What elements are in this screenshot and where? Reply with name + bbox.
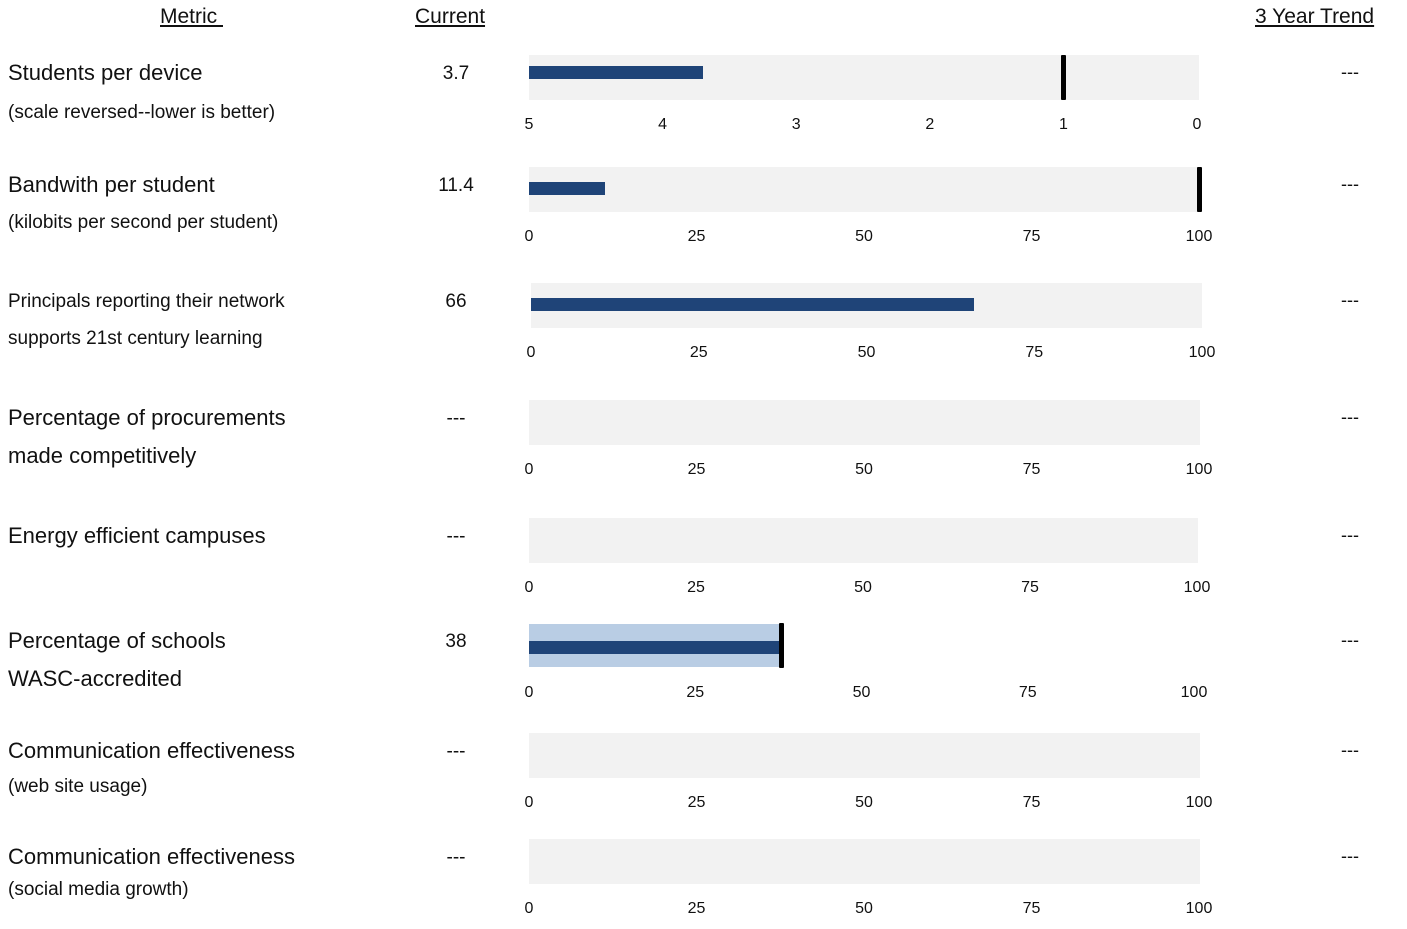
metric-label: Communication effectiveness — [8, 738, 295, 763]
plot-background — [529, 839, 1200, 884]
axis-tick-label: 50 — [854, 579, 872, 596]
target-marker — [1196, 167, 1202, 212]
metric-row: Principals reporting their network suppor… — [0, 283, 1407, 373]
metric-sublabel: (scale reversed--lower is better) — [8, 102, 276, 123]
trend-value: --- — [1341, 290, 1359, 310]
axis-tick-label: 100 — [1188, 344, 1216, 361]
current-value: 38 — [445, 631, 467, 652]
metric-label: Students per device — [8, 60, 203, 85]
axis-tick-label: 0 — [524, 900, 534, 917]
plot-background — [529, 518, 1198, 563]
axis-tick-label: 25 — [687, 900, 706, 917]
metric-label: Percentage of schools — [8, 628, 226, 653]
axis-tick-label: 75 — [1022, 900, 1041, 917]
axis-tick-label: 25 — [687, 228, 706, 245]
axis-tick-label: 0 — [524, 579, 534, 596]
metric-sublabel: WASC-accredited — [8, 666, 183, 691]
axis-tick-label: 75 — [1022, 461, 1041, 478]
axis-tick-label: 25 — [687, 461, 706, 478]
metric-label: Percentage of procurements — [8, 405, 286, 430]
current-value: --- — [446, 741, 466, 762]
metric-row: Percentage of schools WASC-accredited 38 --… — [0, 623, 1407, 713]
metric-label: Energy efficient campuses — [8, 523, 266, 548]
metric-label: Principals reporting their network — [8, 291, 285, 312]
trend-value: --- — [1341, 846, 1359, 866]
target-marker — [1060, 55, 1066, 100]
axis-tick-label: 25 — [687, 794, 706, 811]
current-value-bar — [529, 641, 782, 654]
current-value-bar — [529, 182, 606, 195]
axis-tick-label: 50 — [855, 794, 873, 811]
axis-tick-label: 50 — [855, 461, 873, 478]
plot-background — [529, 400, 1200, 445]
metric-sublabel: (kilobits per second per student) — [8, 212, 279, 233]
metric-row: Bandwith per student (kilobits per second… — [0, 167, 1407, 257]
axis-tick-label: 100 — [1185, 900, 1213, 917]
axis-tick-label: 50 — [855, 900, 873, 917]
axis-tick-label: 75 — [1025, 344, 1044, 361]
metric-sublabel: (social media growth) — [8, 879, 189, 900]
axis-tick-label: 100 — [1185, 461, 1213, 478]
axis-tick-label: 0 — [524, 228, 534, 245]
trend-value: --- — [1341, 407, 1359, 427]
axis-tick-label: 5 — [524, 116, 534, 133]
axis-tick-label: 0 — [524, 794, 534, 811]
current-column-header: Current — [415, 5, 486, 28]
metric-sublabel: supports 21st century learning — [8, 328, 263, 349]
current-value: 66 — [445, 291, 467, 312]
axis-tick-label: 75 — [1022, 794, 1041, 811]
axis-tick-label: 0 — [524, 461, 534, 478]
axis-tick-label: 0 — [526, 344, 536, 361]
current-value: 3.7 — [442, 63, 470, 84]
current-value: --- — [446, 408, 466, 429]
axis-tick-label: 75 — [1022, 228, 1041, 245]
plot-background — [529, 733, 1200, 778]
metric-row: Communication effectiveness (social media… — [0, 839, 1407, 929]
axis-tick-label: 50 — [855, 228, 873, 245]
metric-row: Communication effectiveness (web site usa… — [0, 733, 1407, 823]
current-value: 11.4 — [438, 175, 474, 196]
plot-background — [529, 167, 1199, 212]
metric-sublabel: made competitively — [8, 443, 197, 468]
axis-tick-label: 0 — [1192, 116, 1202, 133]
metric-label: Bandwith per student — [8, 172, 215, 197]
current-value: --- — [446, 847, 466, 868]
axis-tick-label: 75 — [1018, 684, 1037, 701]
axis-tick-label: 3 — [791, 116, 801, 133]
axis-tick-label: 0 — [524, 684, 534, 701]
trend-value: --- — [1341, 174, 1359, 194]
target-marker — [779, 623, 785, 668]
metric-row: Percentage of procurements made competiti… — [0, 400, 1407, 490]
metric-sublabel: (web site usage) — [8, 776, 148, 797]
metric-row: Students per device (scale reversed--lowe… — [0, 55, 1407, 145]
axis-tick-label: 100 — [1185, 228, 1213, 245]
axis-tick-label: 1 — [1058, 116, 1068, 133]
axis-tick-label: 25 — [687, 579, 705, 596]
axis-tick-label: 75 — [1021, 579, 1039, 596]
axis-tick-label: 100 — [1180, 684, 1208, 701]
axis-tick-label: 2 — [925, 116, 935, 133]
metric-column-header: Metric — [160, 5, 223, 28]
trend-value: --- — [1341, 740, 1359, 760]
current-value-bar — [531, 298, 974, 311]
trend-value: --- — [1341, 62, 1359, 82]
metric-label: Communication effectiveness — [8, 844, 295, 869]
trend-value: --- — [1341, 630, 1359, 650]
axis-tick-label: 50 — [857, 344, 876, 361]
current-value: --- — [446, 526, 466, 547]
metric-row: Energy efficient campuses --- --- 0 25 50 75 10… — [0, 518, 1407, 608]
axis-tick-label: 100 — [1183, 579, 1211, 596]
axis-tick-label: 25 — [686, 684, 705, 701]
trend-column-header: 3 Year Trend — [1255, 5, 1375, 28]
axis-tick-label: 4 — [658, 116, 668, 133]
axis-tick-label: 100 — [1185, 794, 1213, 811]
trend-value: --- — [1341, 525, 1359, 545]
axis-tick-label: 25 — [689, 344, 708, 361]
axis-tick-label: 50 — [852, 684, 871, 701]
current-value-bar — [529, 66, 703, 79]
